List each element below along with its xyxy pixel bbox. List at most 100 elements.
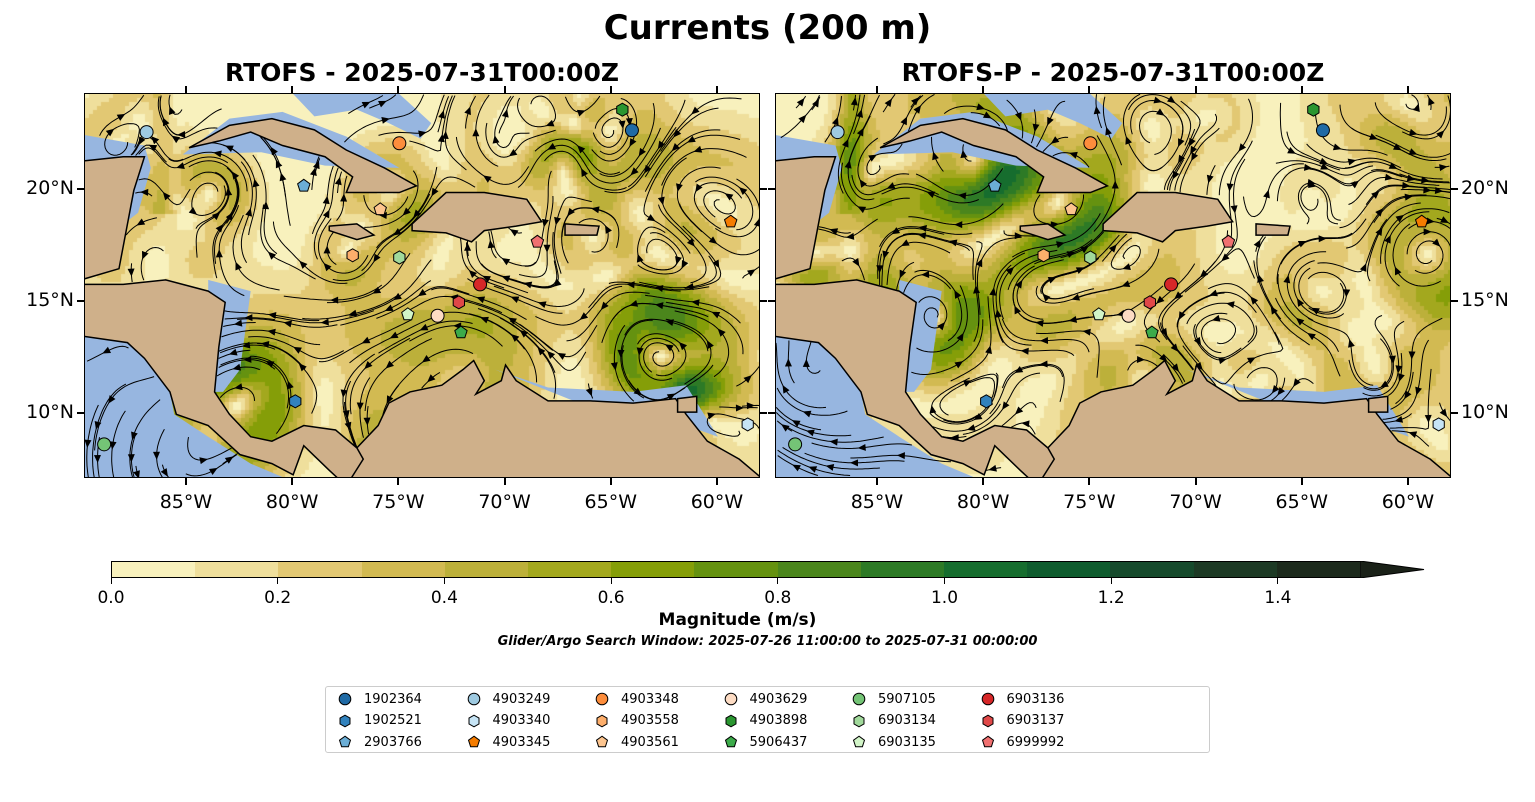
streamline-arrow [1230,205,1238,214]
platform-marker-4903898[interactable] [616,102,629,117]
streamline-arrow [926,191,936,199]
streamline-arrow [633,387,643,396]
streamline-arrow [1271,384,1280,394]
streamline-arrow [957,192,967,200]
platform-marker-6903136[interactable] [473,277,488,292]
streamline-arrow [472,128,480,137]
platform-marker-4903345[interactable] [1414,214,1429,228]
circle-marker-icon [467,692,480,706]
platform-marker-1902521[interactable] [289,394,302,409]
platform-marker-2903766[interactable] [988,178,1002,192]
platform-marker-6999992[interactable] [1221,234,1236,248]
streamline-arrow [252,178,260,188]
streamline-arrow [849,459,859,467]
platform-marker-4903558[interactable] [1037,248,1050,263]
figure-title: Currents (200 m) [603,8,932,48]
platform-marker-4903340[interactable] [1432,417,1445,432]
platform-marker-4903345[interactable] [723,214,738,228]
colorbar-tick-mark [277,578,279,584]
platform-marker-4903898[interactable] [1307,102,1320,117]
platform-marker-5906437[interactable] [454,325,468,339]
platform-marker-6999992[interactable] [530,234,545,248]
platform-marker-6903136[interactable] [1164,277,1179,292]
streamline-arrow [1032,123,1040,133]
streamline-arrow [985,345,992,354]
platform-marker-6903137[interactable] [452,295,465,310]
streamline-arrow [1221,253,1230,262]
platform-marker-6903134[interactable] [393,250,406,265]
streamline-arrow [960,149,968,159]
streamline-arrow [664,344,674,352]
colorbar-tick-mark [777,578,779,584]
platform-marker-6903135[interactable] [1092,307,1106,321]
land-central-america [776,279,1056,477]
streamline-arrow [1413,103,1420,113]
streamline-arrow [312,160,320,170]
streamline [477,308,556,373]
land-hispaniola [411,191,543,243]
hexagon-marker-icon [596,714,608,727]
streamline [645,294,741,324]
streamline-arrow [244,314,253,322]
platform-marker-1902521[interactable] [980,394,993,409]
streamline-arrow [1014,232,1023,240]
streamline [219,386,256,401]
platform-marker-4903348[interactable] [392,136,407,151]
streamline-arrow [812,98,819,108]
streamline-arrow [501,108,509,118]
land-hispaniola [1102,191,1234,243]
streamline-arrow [1050,136,1060,144]
streamline-arrow [657,140,666,150]
platform-marker-1902364[interactable] [624,123,639,138]
streamline [1179,127,1220,193]
platform-marker-4903629[interactable] [1121,308,1136,323]
streamline-arrow [1375,227,1383,237]
streamline-arrow [233,319,243,327]
platform-marker-6903137[interactable] [1143,295,1156,310]
streamline-arrow [850,97,858,106]
lon-tick-label: 65°W [1275,491,1328,513]
streamline-arrow [988,464,997,472]
legend-label: 4903340 [492,713,551,728]
streamline [1228,140,1253,241]
platform-marker-6903134[interactable] [1084,250,1097,265]
streamline-arrow [1136,355,1146,363]
platform-marker-4903340[interactable] [741,417,754,432]
streamline-arrow [334,176,342,186]
lon-tick-label: 70°W [1169,491,1222,513]
platform-marker-4903561[interactable] [373,202,387,216]
platform-marker-4903348[interactable] [1083,136,1098,151]
platform-marker-5907105[interactable] [788,437,803,452]
streamline [999,249,1058,320]
legend-label: 6903135 [878,734,936,750]
streamline-arrow [299,260,308,269]
platform-marker-4903558[interactable] [346,248,359,263]
streamline [1307,317,1374,386]
platform-marker-4903629[interactable] [430,308,445,323]
platform-marker-6903135[interactable] [401,307,415,321]
streamline-arrow [501,258,511,266]
streamline-arrow [213,150,222,158]
platform-marker-4903249[interactable] [830,125,845,140]
land-central-america [85,279,365,477]
streamline-arrow [739,187,748,196]
legend-label: 2903766 [364,734,422,750]
platform-marker-4903561[interactable] [1064,202,1078,216]
platform-marker-5906437[interactable] [1145,325,1159,339]
platform-marker-5907105[interactable] [97,437,112,452]
streamline-arrow [932,151,939,161]
platform-marker-4903249[interactable] [139,125,154,140]
streamline-arrow [537,301,547,309]
legend-label: 6999992 [1006,734,1065,750]
circle-marker-icon [981,692,994,706]
platform-marker-1902364[interactable] [1315,123,1330,138]
lat-tick-mark [768,412,775,415]
streamline-arrow [1398,373,1405,382]
pentagon-marker-icon [467,735,480,748]
shallow-pacific-shelf [85,329,283,477]
streamline-arrow [262,201,270,210]
streamline [661,148,747,186]
platform-marker-2903766[interactable] [297,178,311,192]
streamline-arrow [956,332,964,342]
streamline-arrow [802,358,810,367]
